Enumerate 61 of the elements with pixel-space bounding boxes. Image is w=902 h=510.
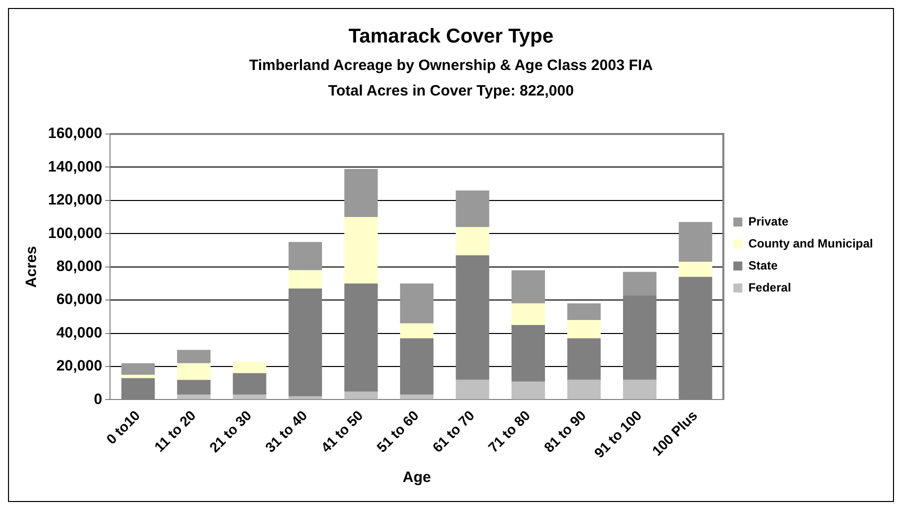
y-tick-label: 120,000 [48,192,102,209]
bar [344,391,378,400]
bar [456,255,490,380]
x-tick-label: 31 to 40 [262,407,310,456]
y-tick-label: 160,000 [48,125,102,142]
bar [512,381,545,400]
x-tick-label: 11 to 20 [151,407,199,455]
x-tick-label: 51 to 60 [373,407,422,456]
bar [456,380,490,400]
bar [623,380,656,400]
text: Total Acres in Cover Type: 822,000 [328,82,574,100]
bar [344,168,378,218]
y-tick-label: 80,000 [56,258,102,276]
x-tick-label: 91 to 100 [590,407,645,461]
legend-label: County and Municipal [748,236,874,250]
y-tick-label: 60,000 [56,291,102,308]
x-tick-label: 61 to 70 [429,407,478,456]
bar [177,363,211,380]
y-tick-label: 140,000 [48,158,102,176]
legend-label: Federal [748,280,792,294]
bar [678,222,712,262]
legend-label: Private [748,214,789,228]
bar [512,325,545,382]
legend-label: State [748,258,778,272]
bar [512,303,545,326]
y-tick-label: 100,000 [48,224,102,242]
bar [232,373,266,395]
bar [288,270,322,288]
y-tick-label: 20,000 [56,358,102,375]
bar [678,262,712,277]
y-tick-label: 0 [94,390,102,408]
chart-title: Tamarack Cover Type [348,26,554,48]
bar [567,380,601,400]
bar [121,363,155,375]
bar [344,217,378,284]
bar [288,288,322,396]
chart-subtitle: Timberland Acreage by Ownership & Age Class 2003 FIA [249,56,654,74]
y-axis-title: Acres [23,246,40,288]
x-tick-label: 21 to 30 [206,407,255,456]
bar [512,270,545,304]
bar [623,295,656,380]
x-axis-title: Age [402,469,431,486]
bar [121,374,155,378]
bar [567,338,601,380]
bar [400,323,434,338]
bar [567,303,601,320]
y-tick-label: 40,000 [56,324,102,342]
x-tick-label: 71 to 80 [484,407,534,456]
bar [177,350,211,364]
bar [344,283,378,392]
bar [177,380,211,395]
x-tick-label: 41 to 50 [318,407,366,456]
bar [400,283,434,324]
bar [567,320,601,338]
bar [456,227,490,256]
bar [400,338,434,395]
bar [288,242,322,270]
x-tick-label: 81 to 90 [540,407,589,456]
bar [456,190,490,228]
bar [232,362,266,374]
bar [623,272,656,296]
